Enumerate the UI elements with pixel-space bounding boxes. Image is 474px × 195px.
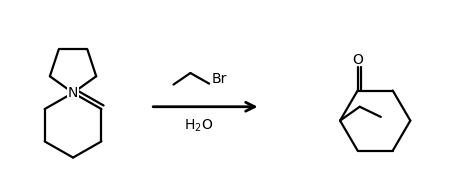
Text: N: N — [68, 86, 78, 100]
Text: H$_2$O: H$_2$O — [184, 118, 213, 134]
Text: Br: Br — [212, 72, 228, 86]
Text: O: O — [352, 53, 363, 67]
